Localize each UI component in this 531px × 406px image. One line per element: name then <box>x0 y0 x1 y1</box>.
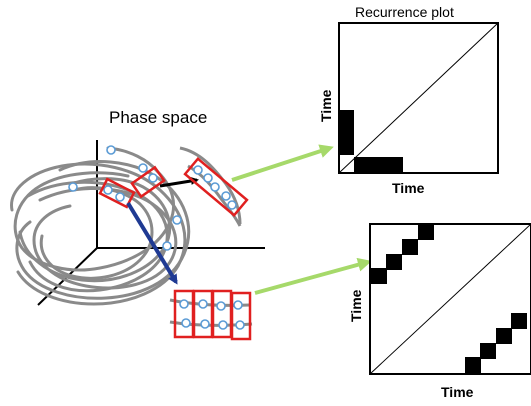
mapping-arrow-top <box>231 144 334 182</box>
mapping-arrow-bottom <box>254 257 372 295</box>
recurrence-diagonal-upper <box>371 224 434 284</box>
recurrence-plot-bottom: Time Time <box>348 223 531 400</box>
top-plot-x-label: Time <box>392 180 425 196</box>
neighborhood-box-b <box>130 165 166 199</box>
recurrence-diagonal-lower <box>465 313 527 373</box>
bottom-plot-x-label: Time <box>441 384 474 400</box>
zoomed-neighborhood-box <box>183 157 249 217</box>
top-plot-y-label: Time <box>318 89 334 122</box>
bottom-plot-y-label: Time <box>348 289 364 322</box>
recurrence-plot-top: Time Time <box>318 22 499 196</box>
line-of-identity <box>338 22 499 174</box>
recurrence-cell <box>354 157 403 173</box>
phase-space-label: Phase space <box>109 108 207 127</box>
recurrence-plot-title: Recurrence plot <box>355 4 454 20</box>
line-of-identity <box>369 223 531 375</box>
attractor-state-points <box>68 145 182 251</box>
zoom-arrow-black <box>159 177 199 188</box>
attractor-trajectories <box>10 146 191 306</box>
recurrence-cell <box>339 110 354 155</box>
zoomed-segment-upper <box>179 146 249 227</box>
zoomed-segment-lower <box>169 289 253 341</box>
zoom-arrow-blue <box>126 201 178 285</box>
neighborhood-box-a <box>98 177 136 209</box>
attractor-neighborhood-boxes <box>98 165 166 209</box>
